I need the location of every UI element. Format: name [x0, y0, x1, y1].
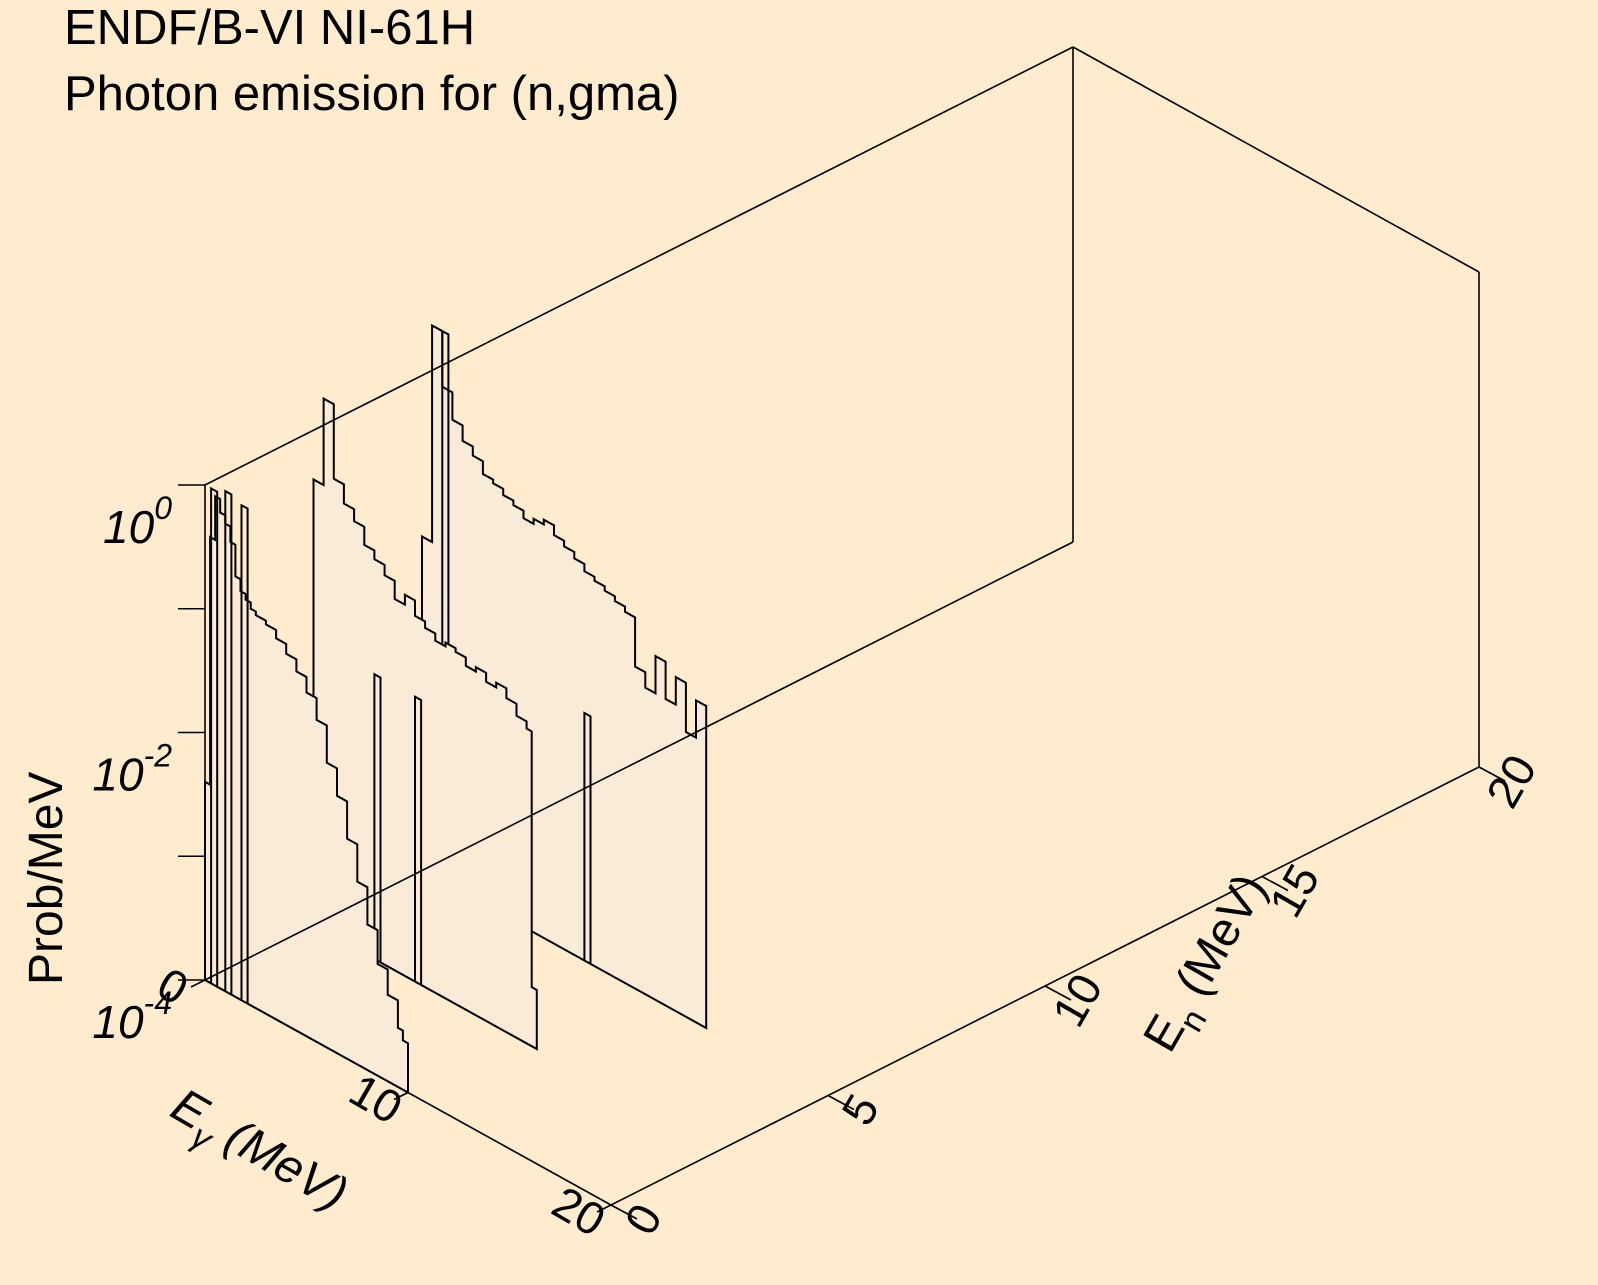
en-axis-title: En (MeV): [1134, 865, 1287, 1066]
en-tick-label-1: 5: [831, 1085, 889, 1133]
z-tick-label-exponent: -2: [144, 738, 173, 774]
spectrum-spike-2-2: [240, 503, 249, 1004]
eg-axis-title: Eγ (MeV): [157, 1079, 356, 1231]
en-tick-label-0: 0: [614, 1195, 672, 1243]
top-right-edge: [1072, 46, 1480, 273]
z-axis-title: Prob/MeV: [20, 772, 73, 985]
en-tick-3: [1261, 875, 1289, 892]
eg-tick-1: [393, 1091, 409, 1101]
en-tick-4: [1478, 766, 1506, 782]
en-axis-title-unit: (MeV): [1159, 865, 1277, 1016]
z-tick-label-base: 10: [92, 996, 144, 1048]
eg-axis-title-unit: (MeV): [205, 1103, 356, 1221]
eg-tick-2: [596, 1204, 612, 1213]
en-tick-label-4: 20: [1476, 746, 1547, 816]
spectrum-spike-2-1: [224, 489, 233, 995]
chart-subtitle: Photon emission for (n,gma): [64, 67, 680, 121]
chart-title: ENDF/B-VI NI-61H: [64, 1, 476, 55]
en-tick-1: [827, 1094, 855, 1111]
en-tick-2: [1044, 985, 1072, 1001]
eg-tick-label-2: 20: [544, 1176, 614, 1247]
axis-ticks: [178, 484, 1506, 1220]
eg-tick-0: [190, 979, 206, 988]
spectrum-surfaces: [204, 323, 708, 1095]
z-tick-label-base: 10: [103, 501, 155, 553]
en-tick-0: [610, 1204, 638, 1220]
en-tick-label-2: 10: [1042, 965, 1113, 1035]
z-tick-label-2: 10-4: [92, 985, 172, 1048]
spectrum-spike-2-0: [210, 486, 219, 987]
spectrum-spike-0-1: [583, 711, 592, 964]
spectrum-spike-1-0: [373, 672, 382, 963]
spectrum-en-2.5: [312, 396, 538, 1051]
top-back-edge: [204, 46, 1074, 486]
spectrum-spike-0-0: [441, 329, 450, 886]
z-tick-label-0: 100: [103, 490, 172, 553]
spectrum-spike-1-1: [414, 694, 423, 985]
z-tick-label-1: 10-2: [92, 738, 172, 801]
z-tick-label-exponent: -4: [144, 985, 172, 1021]
z-tick-label-exponent: 0: [154, 490, 172, 526]
z-tick-label-base: 10: [92, 749, 144, 801]
floor-back-edge: [204, 541, 1074, 981]
